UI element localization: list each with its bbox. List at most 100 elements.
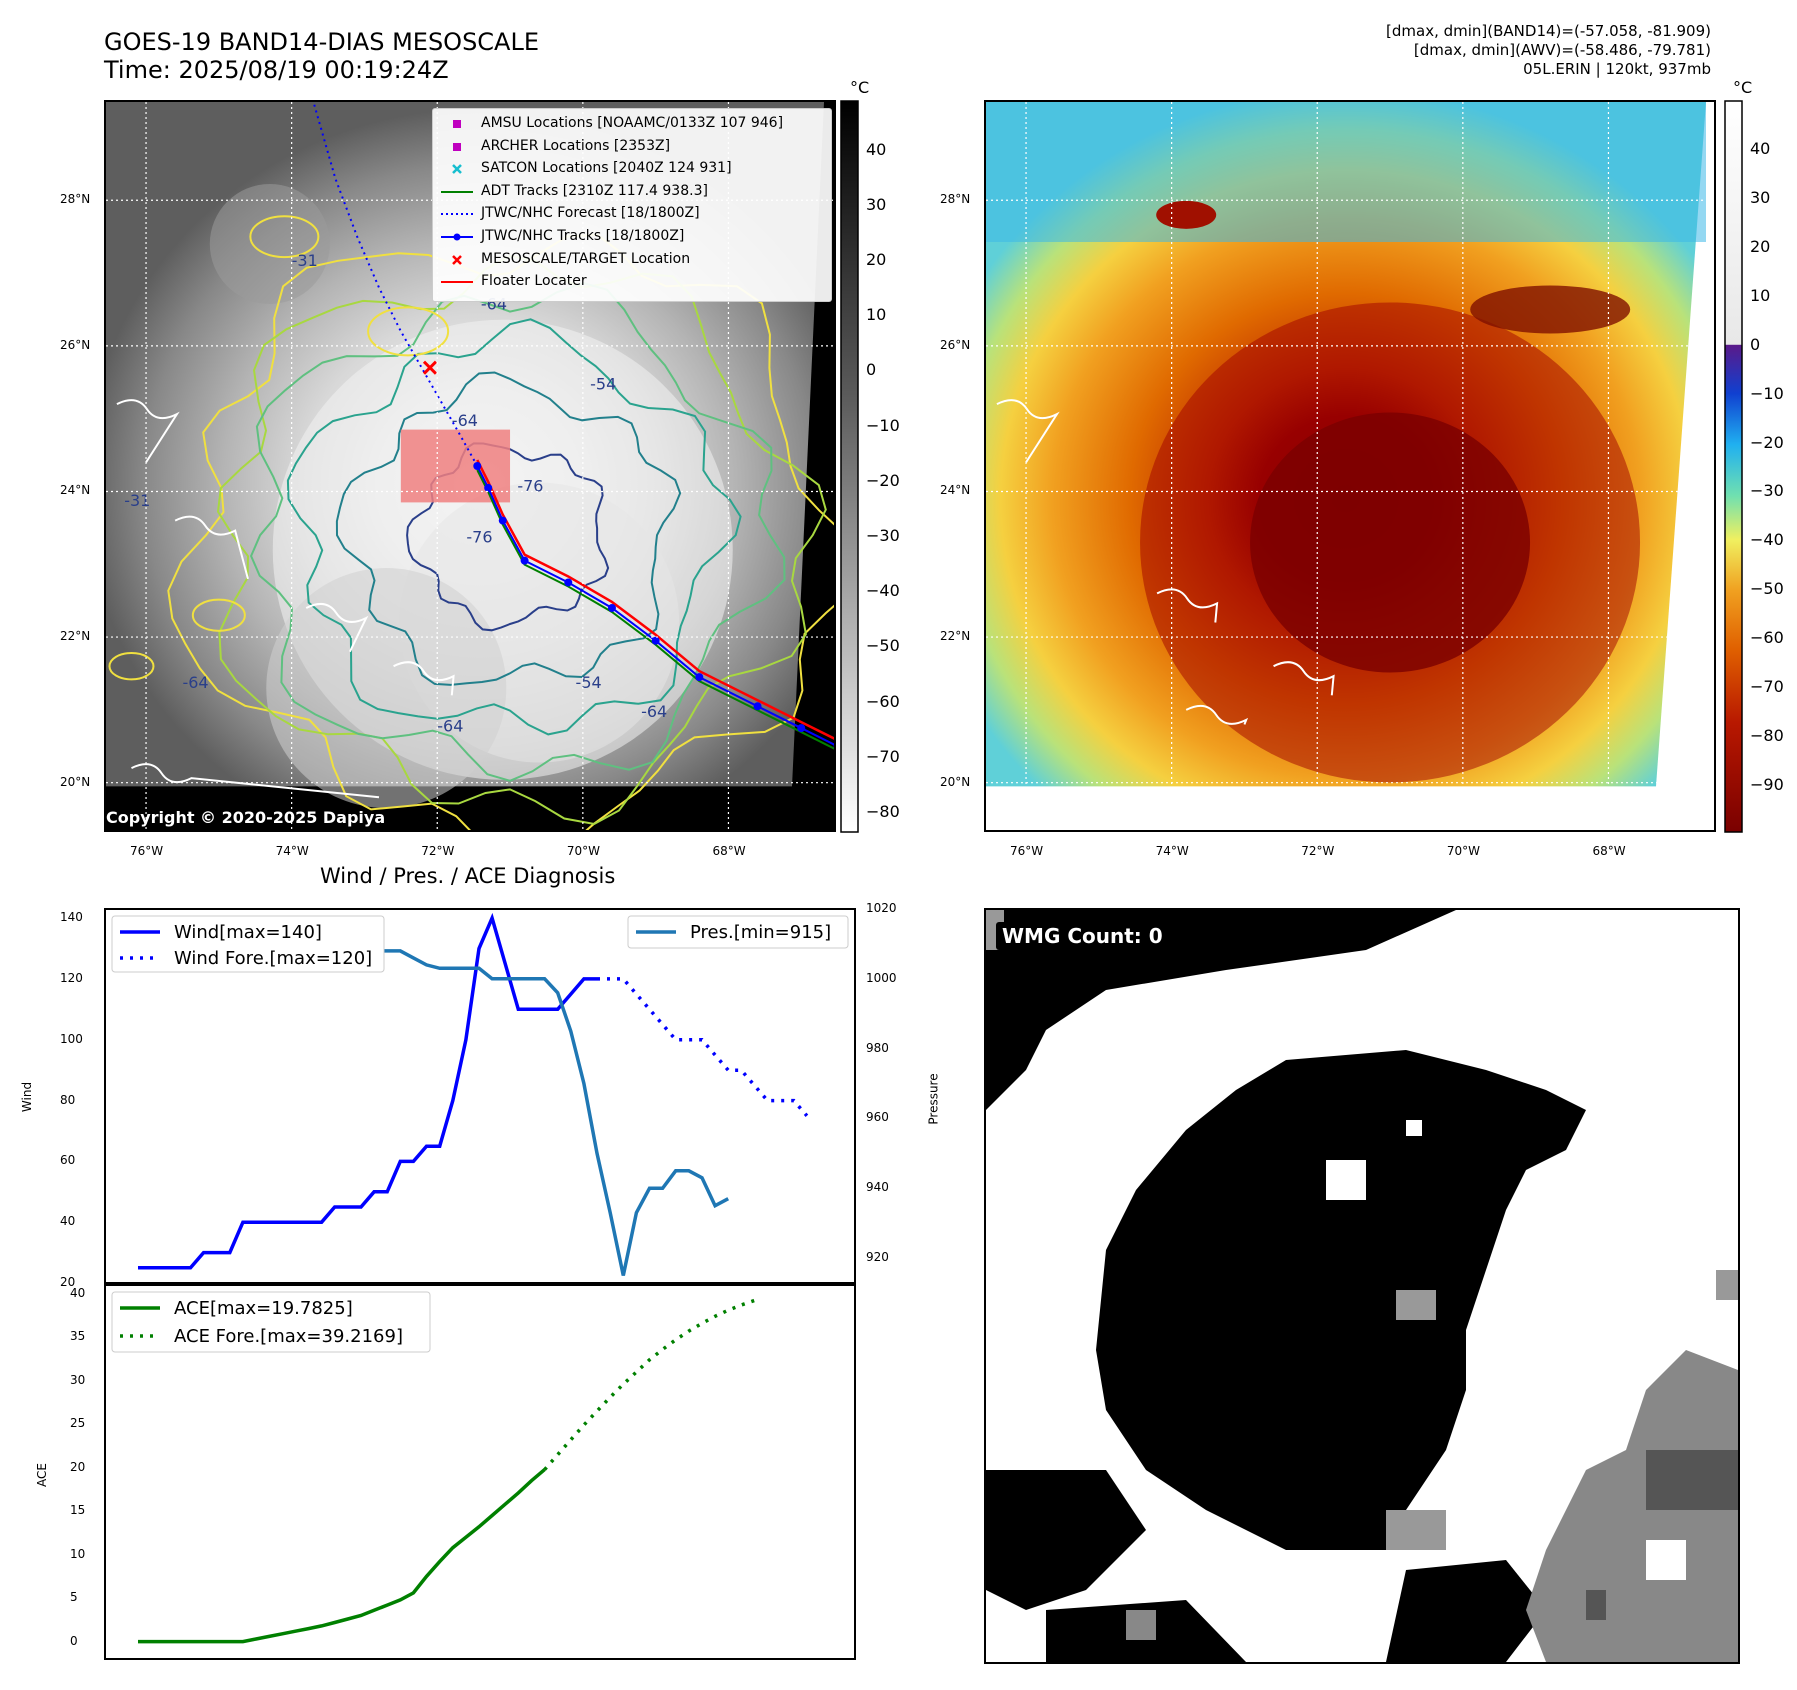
legend-label: AMSU Locations [NOAAMC/0133Z 107 946] [481,115,784,131]
wmg-panel [984,908,1740,1664]
colorbar-tick-label: −80 [1750,726,1784,746]
chart1-legend-label: Wind[max=140] [174,922,322,943]
nhc-track-point [498,516,507,525]
colorbar-tick-label: −70 [1750,677,1784,697]
lon-tick-label: 74°W [1155,844,1189,858]
contour-label: -54 [576,673,602,692]
colorbar-tick-label: −60 [1750,628,1784,648]
colorbar-tick-label: −40 [866,581,900,601]
info-line-1: [dmax, dmin](BAND14)=(-57.058, -81.909) [1386,22,1711,40]
wmg-mask [986,910,1738,1662]
nhc-track-point [695,673,704,682]
ir-map-panel: -64 -76 -76 -64 -64 -54 -64 -54 -64 -31 -31 AMSU L… [104,100,836,832]
ace-tick-label: 20 [70,1459,86,1474]
legend-symbol [441,281,473,284]
lon-tick-label: 68°W [1592,844,1626,858]
contour-label: -64 [641,702,667,721]
wind-axis-label: Wind [20,1081,35,1113]
colorbar-tick-label: 30 [866,194,887,214]
wind-tick-label: 60 [60,1153,76,1168]
chart1-series-line [597,977,809,1117]
map-legend: AMSU Locations [NOAAMC/0133Z 107 946] ARC… [432,108,832,302]
legend-symbol [453,120,461,128]
wind-tick-label: 120 [60,970,83,985]
lat-tick-label: 20°N [940,774,971,789]
chart-title: Wind / Pres. / ACE Diagnosis [320,864,616,888]
lat-tick-label: 28°N [940,192,971,207]
lat-tick-label: 28°N [60,192,91,207]
legend-label: JTWC/NHC Tracks [18/1800Z] [481,228,685,244]
title-line-1: GOES-19 BAND14-DIAS MESOSCALE [104,28,540,56]
legend-symbol [452,164,462,175]
contour-label: -76 [517,476,543,495]
contour-label: -64 [452,411,478,430]
awv-map-canvas [986,102,1714,830]
colorbar-tick-label: −60 [866,691,900,711]
wmg-count-label: WMG Count: 0 [996,922,1169,950]
ace-tick-label: 25 [70,1416,86,1431]
legend-label: JTWC/NHC Forecast [18/1800Z] [481,205,700,222]
nhc-track-point [520,556,529,565]
colorbar-tick-label: 0 [1750,334,1761,354]
colorbar-left-unit: °C [850,78,870,97]
info-line-3: 05L.ERIN | 120kt, 937mb [1523,60,1711,78]
legend-symbol [441,213,473,216]
wind-pressure-chart: Wind[max=140] Wind Fore.[max=120] Pres.[mi… [104,908,856,1284]
title-line-2: Time: 2025/08/19 00:19:24Z [104,56,449,84]
ace-tick-label: 15 [70,1503,86,1518]
info-line-2: [dmax, dmin](AWV)=(-58.486, -79.781) [1413,41,1711,59]
pressure-axis-label: Pressure [926,1073,941,1125]
ace-chart: ACE[max=19.7825] ACE Fore.[max=39.2169] [104,1284,856,1660]
wind-tick-label: 80 [60,1092,76,1107]
colorbar-tick-label: 0 [866,360,877,380]
colorbar-right-unit: °C [1733,78,1753,97]
colorbar-tick-label: −90 [1750,775,1784,795]
colorbar-tick-label: −30 [1750,481,1784,501]
colorbar-tick-label: −10 [1750,383,1784,403]
legend-label: MESOSCALE/TARGET Location [481,250,691,267]
lat-tick-label: 26°N [60,337,91,352]
contour-label: -64 [182,673,208,692]
contour-label: -31 [124,491,150,510]
colorbar-tick-label: −30 [866,525,900,545]
lat-tick-label: 22°N [60,629,91,644]
nhc-track-point [753,702,762,711]
chart2-series-line [138,1468,546,1644]
colorbar-tick-label: −10 [866,415,900,435]
legend-symbol [441,233,473,241]
lat-tick-label: 20°N [60,774,91,789]
nhc-track-point [484,483,493,492]
colorbar-tick-label: −50 [1750,579,1784,599]
colorbar-tick-label: 10 [866,305,887,325]
lon-tick-label: 76°W [130,844,164,858]
colorbar-tick-label: −40 [1750,530,1784,550]
chart1-legend-label: Wind Fore.[max=120] [174,948,372,969]
nhc-track-point [564,578,573,587]
lon-tick-label: 72°W [421,844,455,858]
ace-tick-label: 35 [70,1329,86,1344]
chart1-legend-right [627,915,849,949]
ace-tick-label: 40 [70,1285,86,1300]
ace-tick-label: 30 [70,1372,86,1387]
pressure-tick-label: 980 [866,1040,889,1055]
colorbar-tick-label: 40 [1750,138,1771,158]
colorbar-tick-label: −80 [866,801,900,821]
colorbar-right [1724,100,1743,833]
chart2-legend-label: ACE Fore.[max=39.2169] [174,1326,403,1347]
lon-tick-label: 70°W [1446,844,1480,858]
colorbar-tick-label: −20 [1750,432,1784,452]
legend-label: ADT Tracks [2310Z 117.4 938.3] [481,182,708,199]
ace-tick-label: 0 [70,1633,78,1648]
chart2-legend [111,1291,431,1353]
ace-tick-label: 5 [70,1590,78,1605]
chart1-legend-left [111,915,385,973]
colorbar-tick-label: −70 [866,746,900,766]
contour-label: -31 [292,251,318,270]
lon-tick-label: 72°W [1301,844,1335,858]
legend-label: SATCON Locations [2040Z 124 931] [481,160,732,177]
colorbar-tick-label: −20 [866,470,900,490]
nhc-track-point [651,636,660,645]
legend-label: ARCHER Locations [2353Z] [481,137,671,154]
chart2-series-line [543,1298,755,1471]
copyright-label: Copyright © 2020-2025 Dapiya [106,808,386,827]
